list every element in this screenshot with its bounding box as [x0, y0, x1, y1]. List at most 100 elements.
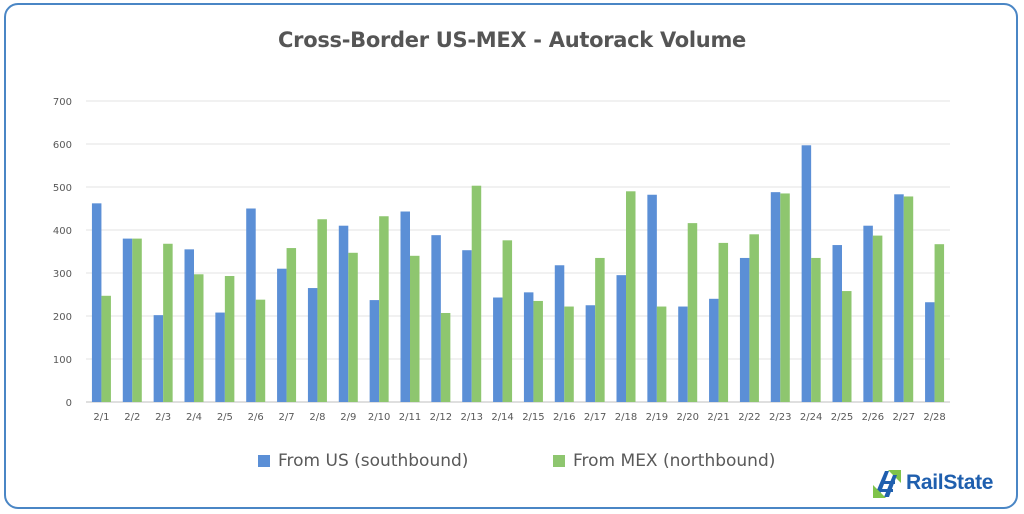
bar-us	[832, 245, 842, 402]
y-tick-label: 400	[53, 226, 72, 237]
bar-mex	[564, 306, 574, 402]
y-tick-label: 200	[53, 312, 72, 323]
bar-us	[307, 288, 318, 402]
legend-item-mex: From MEX (northbound)	[553, 451, 775, 471]
bar-mex	[533, 300, 543, 402]
x-tick-label: 2/6	[248, 412, 264, 423]
bar-mex	[132, 238, 142, 402]
bar-mex	[718, 242, 729, 402]
x-tick-label: 2/19	[646, 412, 668, 423]
x-tick-label: 2/17	[584, 412, 606, 423]
y-tick-label: 600	[53, 140, 72, 151]
bar-mex	[780, 193, 790, 402]
bar-mex	[934, 244, 945, 402]
x-tick-label: 2/18	[615, 412, 637, 423]
x-tick-label: 2/11	[399, 412, 421, 423]
bar-mex	[903, 196, 914, 402]
bar-us	[709, 298, 719, 402]
bar-mex	[687, 223, 698, 402]
x-tick-label: 2/5	[217, 412, 233, 423]
bar-mex	[379, 216, 389, 402]
bar-us	[184, 249, 194, 402]
chart-title: Cross-Border US-MEX - Autorack Volume	[278, 28, 746, 52]
y-tick-label: 100	[53, 355, 72, 366]
bar-mex	[626, 191, 636, 402]
bar-us	[215, 312, 225, 402]
bar-mex	[194, 274, 204, 402]
bar-mex	[317, 219, 327, 402]
bar-us	[369, 300, 380, 402]
x-tick-label: 2/20	[676, 412, 698, 423]
bar-mex	[286, 248, 297, 402]
bar-us	[153, 315, 164, 402]
bar-mex	[872, 235, 883, 402]
bar-mex	[749, 234, 759, 402]
legend-swatch-mex	[553, 455, 565, 467]
bar-mex	[502, 240, 513, 402]
bar-mex	[595, 257, 605, 402]
bar-us	[925, 302, 935, 402]
x-tick-label: 2/23	[769, 412, 791, 423]
y-tick-label: 300	[53, 269, 72, 280]
bar-us	[462, 250, 472, 402]
x-tick-label: 2/14	[491, 412, 513, 423]
x-tick-label: 2/26	[862, 412, 884, 423]
bars	[91, 145, 945, 403]
x-tick-label: 2/25	[831, 412, 853, 423]
bar-us	[338, 225, 349, 402]
bar-us	[616, 275, 626, 402]
bar-us	[585, 305, 596, 402]
bar-mex	[811, 257, 821, 402]
bar-us	[647, 194, 657, 402]
logo-text: RailState	[906, 471, 994, 494]
y-axis-ticks: 0 100 200 300 400 500 600 700	[53, 97, 72, 409]
bar-us	[801, 145, 812, 403]
x-tick-label: 2/16	[553, 412, 575, 423]
x-tick-label: 2/28	[923, 412, 945, 423]
bar-us	[246, 208, 256, 402]
bar-us	[523, 292, 534, 402]
legend-swatch-us	[258, 455, 270, 467]
bar-us	[493, 297, 503, 402]
bar-mex	[101, 295, 111, 402]
legend-item-us: From US (southbound)	[258, 451, 468, 471]
bar-mex	[224, 276, 235, 402]
x-tick-label: 2/22	[738, 412, 760, 423]
x-axis-ticks: 2/1 2/2 2/3 2/4 2/5 2/6 2/7 2/8 2/9 2/10 2/11 2/12 2…	[93, 412, 945, 423]
y-tick-label: 500	[53, 183, 72, 194]
legend-label-us: From US (southbound)	[278, 451, 469, 471]
bar-us	[770, 192, 781, 402]
x-tick-label: 2/4	[186, 412, 202, 423]
bar-us	[894, 194, 904, 402]
x-tick-label: 2/21	[707, 412, 729, 423]
x-tick-label: 2/15	[522, 412, 544, 423]
bar-mex	[471, 185, 482, 402]
bar-us	[739, 257, 750, 402]
bar-mex	[255, 299, 266, 402]
y-tick-label: 0	[66, 398, 72, 409]
railstate-logo: RailState	[872, 467, 1012, 501]
x-tick-label: 2/1	[93, 412, 109, 423]
x-tick-label: 2/24	[800, 412, 822, 423]
bar-us	[863, 225, 873, 402]
x-tick-label: 2/12	[430, 412, 452, 423]
bar-mex	[410, 255, 420, 402]
x-tick-label: 2/3	[155, 412, 171, 423]
legend-label-mex: From MEX (northbound)	[573, 451, 776, 471]
bar-us	[91, 203, 102, 402]
bar-mex	[842, 291, 852, 402]
bar-mex	[656, 306, 667, 402]
railstate-track-icon	[872, 469, 902, 499]
bar-us	[122, 238, 133, 402]
bar-mex	[348, 252, 358, 402]
x-tick-label: 2/7	[279, 412, 295, 423]
bar-us	[400, 211, 410, 402]
x-tick-label: 2/2	[124, 412, 140, 423]
bar-mex	[163, 243, 173, 402]
bar-mex	[440, 312, 451, 402]
y-tick-label: 700	[53, 97, 72, 108]
x-tick-label: 2/10	[368, 412, 390, 423]
bar-us	[431, 235, 441, 402]
x-tick-label: 2/13	[460, 412, 482, 423]
